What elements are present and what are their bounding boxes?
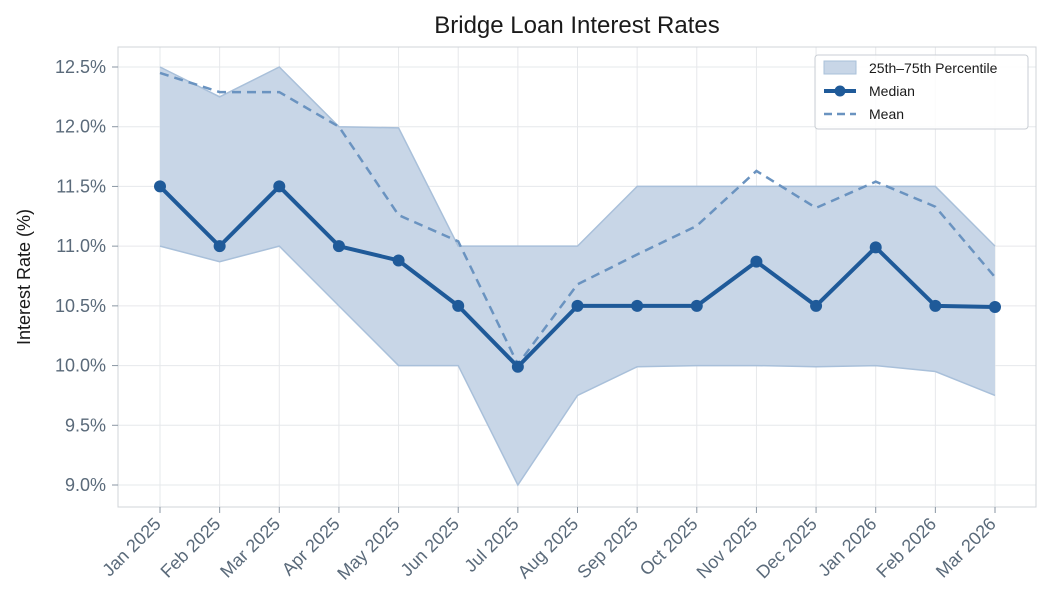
x-tick-label: Oct 2025 — [636, 514, 702, 580]
x-tick-label: Sep 2025 — [573, 514, 642, 583]
legend-label-median: Median — [869, 83, 915, 99]
median-point — [571, 299, 584, 312]
series-layer — [154, 71, 1001, 373]
x-tick-label: Jul 2025 — [460, 514, 522, 576]
median-point — [750, 255, 763, 268]
y-axis-label: Interest Rate (%) — [14, 209, 34, 345]
x-tick-label: Mar 2025 — [216, 514, 284, 582]
x-tick-label: Jun 2025 — [397, 514, 464, 581]
y-tick-label: 10.5% — [55, 296, 106, 316]
median-point — [511, 360, 524, 373]
x-tick-label: Feb 2025 — [157, 514, 225, 582]
y-tick-label: 11.0% — [56, 236, 106, 256]
x-tick-label: Feb 2026 — [872, 514, 940, 582]
legend: 25th–75th Percentile Median Mean — [814, 54, 1029, 130]
y-tick-label: 10.0% — [55, 356, 106, 376]
median-point — [929, 299, 942, 312]
legend-median-marker — [834, 85, 846, 97]
x-tick-label: Dec 2025 — [752, 514, 821, 583]
median-point — [392, 254, 405, 267]
median-point — [452, 299, 465, 312]
y-tick-label: 11.5% — [56, 176, 106, 196]
legend-band-swatch — [823, 60, 857, 75]
y-tick-layer: 9.0% 9.5% 10.0% 10.5% 11.0% 11.5% 12.0% 12.5% — [55, 57, 118, 495]
median-point — [690, 299, 703, 312]
x-tick-label: Mar 2026 — [932, 514, 1000, 582]
x-tick-label: Jan 2026 — [814, 514, 881, 581]
median-point — [154, 180, 166, 193]
x-tick-label: Aug 2025 — [514, 514, 583, 583]
y-tick-label: 12.0% — [55, 117, 106, 137]
y-tick-label: 12.5% — [55, 57, 106, 77]
x-tick-label: May 2025 — [333, 514, 403, 584]
band-upper-edge — [159, 66, 996, 247]
band-lower-edge — [159, 245, 996, 487]
median-point — [332, 240, 345, 253]
legend-box — [814, 54, 1029, 130]
median-point — [631, 299, 644, 312]
median-point — [810, 299, 823, 312]
median-point — [989, 301, 1001, 314]
chart-title: Bridge Loan Interest Rates — [434, 12, 720, 39]
legend-label-band: 25th–75th Percentile — [869, 60, 998, 76]
y-tick-label: 9.5% — [65, 415, 106, 435]
y-tick-label: 9.0% — [65, 475, 106, 495]
median-point — [869, 241, 882, 254]
x-tick-label: Jan 2025 — [98, 514, 165, 581]
x-tick-label: Nov 2025 — [693, 514, 762, 583]
legend-label-mean: Mean — [869, 106, 904, 122]
median-point — [273, 180, 286, 193]
median-point — [213, 240, 226, 253]
